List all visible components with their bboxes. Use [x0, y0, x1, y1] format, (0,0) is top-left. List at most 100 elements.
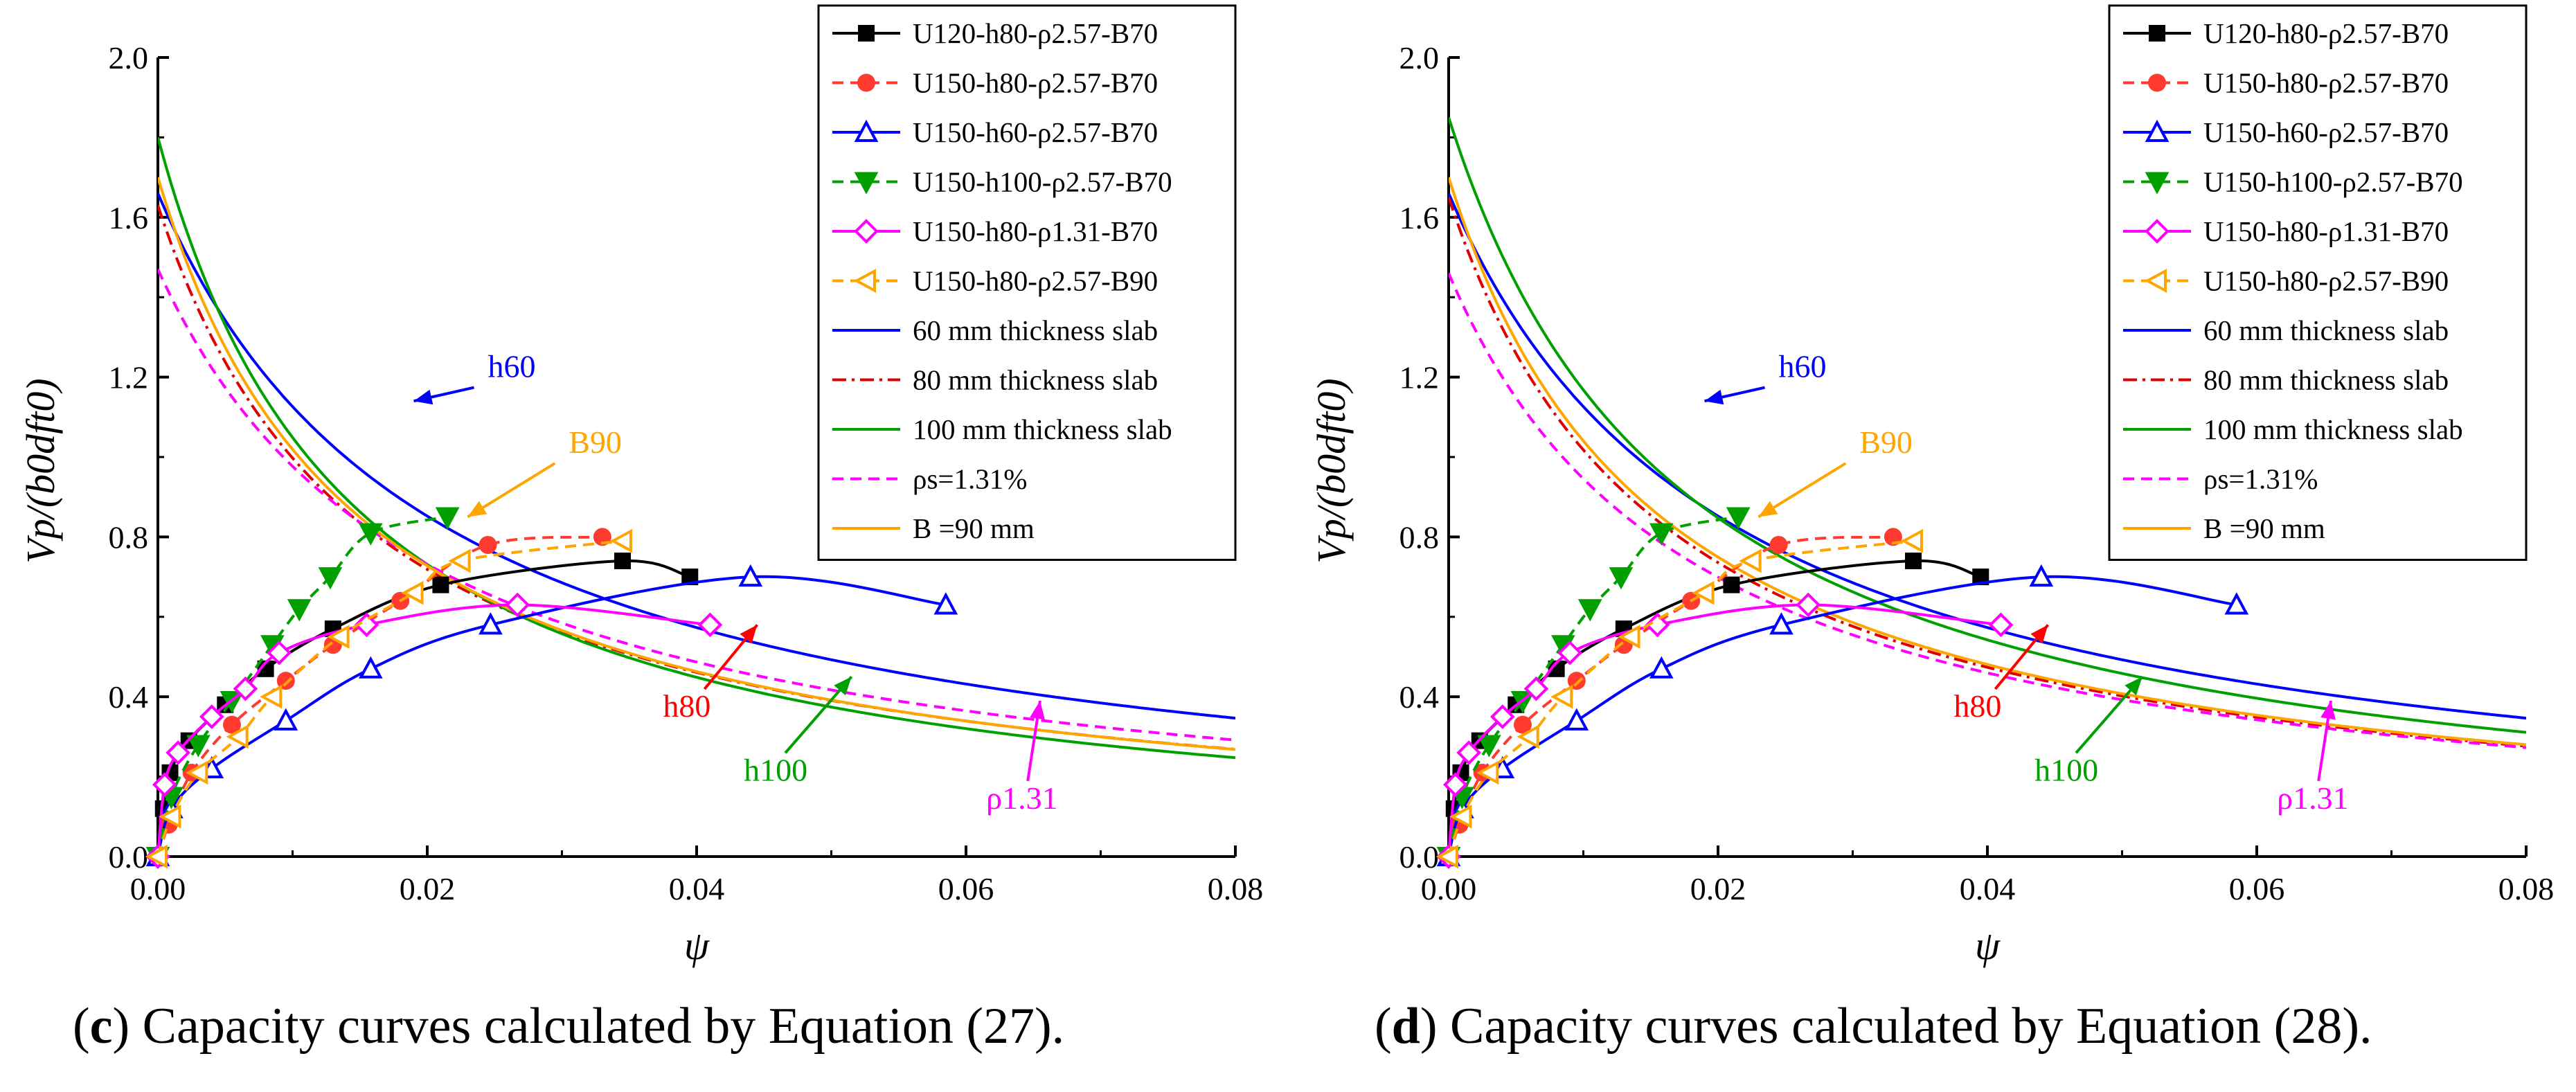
data-point	[478, 612, 503, 635]
legend-label: U150-h80-ρ2.57-B70	[913, 67, 1158, 99]
data-point	[1905, 553, 1922, 570]
x-tick-label: 0.04	[1960, 871, 2016, 906]
data-point	[199, 704, 224, 729]
annotation: h100	[2034, 676, 2144, 787]
series-line	[1447, 560, 1981, 857]
data-point	[448, 548, 471, 573]
annotation-label: h80	[663, 688, 710, 724]
annotation-label: h80	[1953, 688, 2001, 724]
data-point	[1726, 507, 1751, 530]
legend-label: 80 mm thickness slab	[913, 364, 1158, 396]
annotation-label: h100	[2034, 752, 2098, 787]
capacity-curves	[1449, 116, 2526, 749]
data-point	[1739, 548, 1762, 573]
x-tick-label: 0.08	[2498, 871, 2555, 906]
y-tick-label: 0.0	[109, 839, 149, 875]
legend-marker	[854, 219, 879, 244]
data-point	[1517, 724, 1539, 749]
annotation: h80	[1953, 624, 2050, 724]
legend-label: U150-h80-ρ1.31-B70	[2203, 215, 2449, 247]
x-tick-label: 0.06	[938, 871, 994, 906]
y-axis-label: Vp/(b0dft0)	[1309, 378, 1354, 563]
legend-label: ρs=1.31%	[2203, 463, 2318, 495]
test-series	[1436, 564, 2249, 866]
annotation: ρ1.31	[986, 700, 1058, 816]
data-point	[267, 640, 292, 665]
y-tick-label: 0.0	[1399, 839, 1440, 875]
annotation-arrow-head	[1704, 389, 1724, 405]
annotation-arrow-head	[1758, 501, 1778, 517]
data-point	[1557, 640, 1582, 665]
data-point	[401, 580, 424, 605]
data-point	[152, 772, 177, 797]
data-point	[1723, 576, 1740, 593]
annotation: h60	[413, 349, 536, 405]
data-point	[159, 804, 181, 829]
data-point	[933, 592, 958, 615]
annotation: h100	[744, 676, 853, 787]
legend-label: U120-h80-ρ2.57-B70	[2203, 17, 2449, 49]
legend-marker	[853, 269, 876, 293]
data-point	[318, 567, 343, 590]
data-point	[1988, 612, 2014, 638]
data-point	[1769, 612, 1794, 635]
legend-label: 60 mm thickness slab	[2203, 314, 2449, 346]
caption-d: (d) Capacity curves calculated by Equati…	[1375, 998, 2372, 1055]
data-point	[260, 684, 283, 709]
series-line	[1447, 515, 1739, 857]
chart-panel-d: 0.00 0.02 0.04 0.06 0.08 0.0 0.4 0.8 1.2 1.6 2.0 ψ V…	[1309, 4, 2555, 968]
annotation-arrow-head	[1030, 700, 1045, 720]
y-tick-label: 2.0	[1399, 40, 1440, 75]
data-point	[2029, 564, 2054, 587]
legend-marker	[2145, 119, 2170, 142]
data-point	[1435, 844, 1458, 869]
data-point	[233, 676, 258, 701]
annotation: B90	[1757, 424, 1913, 519]
x-tick-label: 0.00	[130, 871, 186, 906]
x-tick-label: 0.04	[669, 871, 725, 906]
y-axis-label: Vp/(b0dft0)	[18, 378, 63, 563]
data-point	[1577, 599, 1602, 622]
annotation-label: h100	[744, 752, 807, 787]
data-point	[1490, 704, 1515, 729]
data-point	[697, 612, 723, 638]
chart-panel-c: 0.00 0.02 0.04 0.06 0.08 0.0 0.4 0.8 1.2 1.6 2.0 ψ V…	[18, 4, 1264, 968]
y-tick-label: 0.4	[1399, 679, 1440, 715]
legend-label: U150-h60-ρ2.57-B70	[2203, 116, 2449, 148]
data-point	[186, 735, 211, 758]
legend-label: B =90 mm	[913, 512, 1035, 544]
caption-d-letter: d	[1391, 998, 1420, 1055]
data-point	[274, 708, 298, 731]
caption-d-text: Capacity curves calculated by Equation (…	[1437, 998, 2372, 1055]
test-series	[145, 528, 633, 869]
legend-label: 100 mm thickness slab	[913, 413, 1172, 445]
capacity-curves	[158, 136, 1235, 760]
y-tick-label: 1.6	[1399, 200, 1440, 235]
legend-label: U120-h80-ρ2.57-B70	[913, 17, 1158, 49]
annotation-label: ρ1.31	[986, 780, 1057, 816]
test-series	[145, 564, 958, 866]
data-point	[1523, 676, 1549, 701]
data-point	[738, 564, 763, 587]
legend-marker	[2148, 73, 2166, 92]
y-tick-label: 1.2	[1399, 360, 1440, 395]
caption-c-text: Capacity curves calculated by Equation (…	[129, 998, 1065, 1055]
data-point	[145, 844, 168, 869]
data-point	[435, 507, 460, 530]
x-tick-label: 0.08	[1208, 871, 1264, 906]
legend-marker	[2145, 172, 2170, 195]
data-point	[1609, 567, 1634, 590]
capacity-curve	[158, 177, 1235, 751]
annotation: B90	[467, 424, 622, 519]
data-point	[354, 612, 379, 638]
data-point	[287, 599, 312, 622]
annotation-arrow-head	[834, 677, 852, 696]
data-point	[1442, 772, 1468, 797]
legend-label: 100 mm thickness slab	[2203, 413, 2463, 445]
data-point	[609, 528, 633, 553]
annotation-label: h60	[488, 349, 536, 384]
annotation-label: h60	[1779, 349, 1827, 384]
annotation-label: B90	[569, 424, 622, 460]
data-point	[1645, 612, 1670, 638]
legend-label: 60 mm thickness slab	[913, 314, 1158, 346]
